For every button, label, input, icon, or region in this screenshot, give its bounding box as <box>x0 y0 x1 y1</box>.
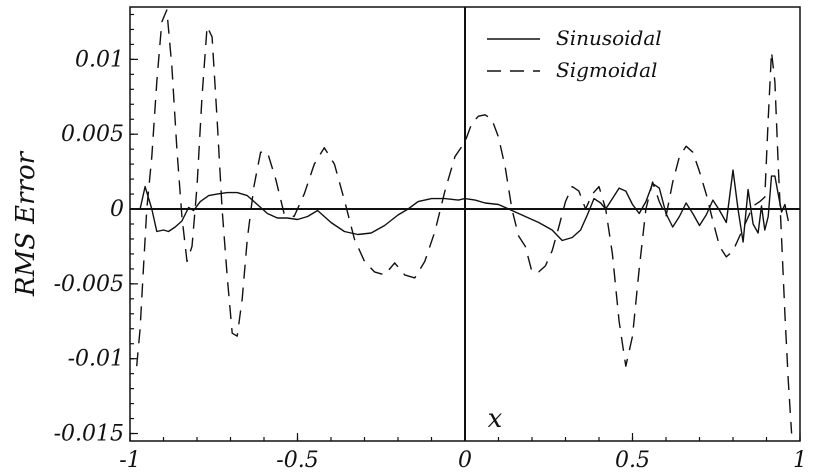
series-line-sigmoidal <box>136 9 793 434</box>
x-tick-label: 0.5 <box>615 448 650 473</box>
legend-label-sinusoidal: Sinusoidal <box>556 26 662 50</box>
x-tick-label: -0.5 <box>276 448 318 473</box>
y-tick-label: 0.01 <box>75 47 124 72</box>
series-line-sinusoidal <box>139 169 789 243</box>
y-tick-label: -0.015 <box>54 422 124 447</box>
series-group <box>136 9 793 434</box>
x-axis-label: x <box>488 404 503 434</box>
x-axis: -1 -0.5 0 0.5 1 <box>119 433 807 473</box>
y-axis-label: RMS Error <box>11 150 41 297</box>
y-tick-label: 0 <box>110 197 124 222</box>
y-tick-label: -0.01 <box>68 347 124 372</box>
y-axis: 0.01 0.005 0 -0.005 -0.01 -0.015 <box>54 13 138 447</box>
y-tick-label: -0.005 <box>54 272 124 297</box>
x-tick-label: 0 <box>458 448 472 473</box>
x-tick-label: 1 <box>793 448 807 473</box>
legend: Sinusoidal Sigmoidal <box>487 26 662 82</box>
legend-label-sigmoidal: Sigmoidal <box>556 58 657 82</box>
y-tick-label: 0.005 <box>61 122 124 147</box>
x-tick-label: -1 <box>119 448 140 473</box>
